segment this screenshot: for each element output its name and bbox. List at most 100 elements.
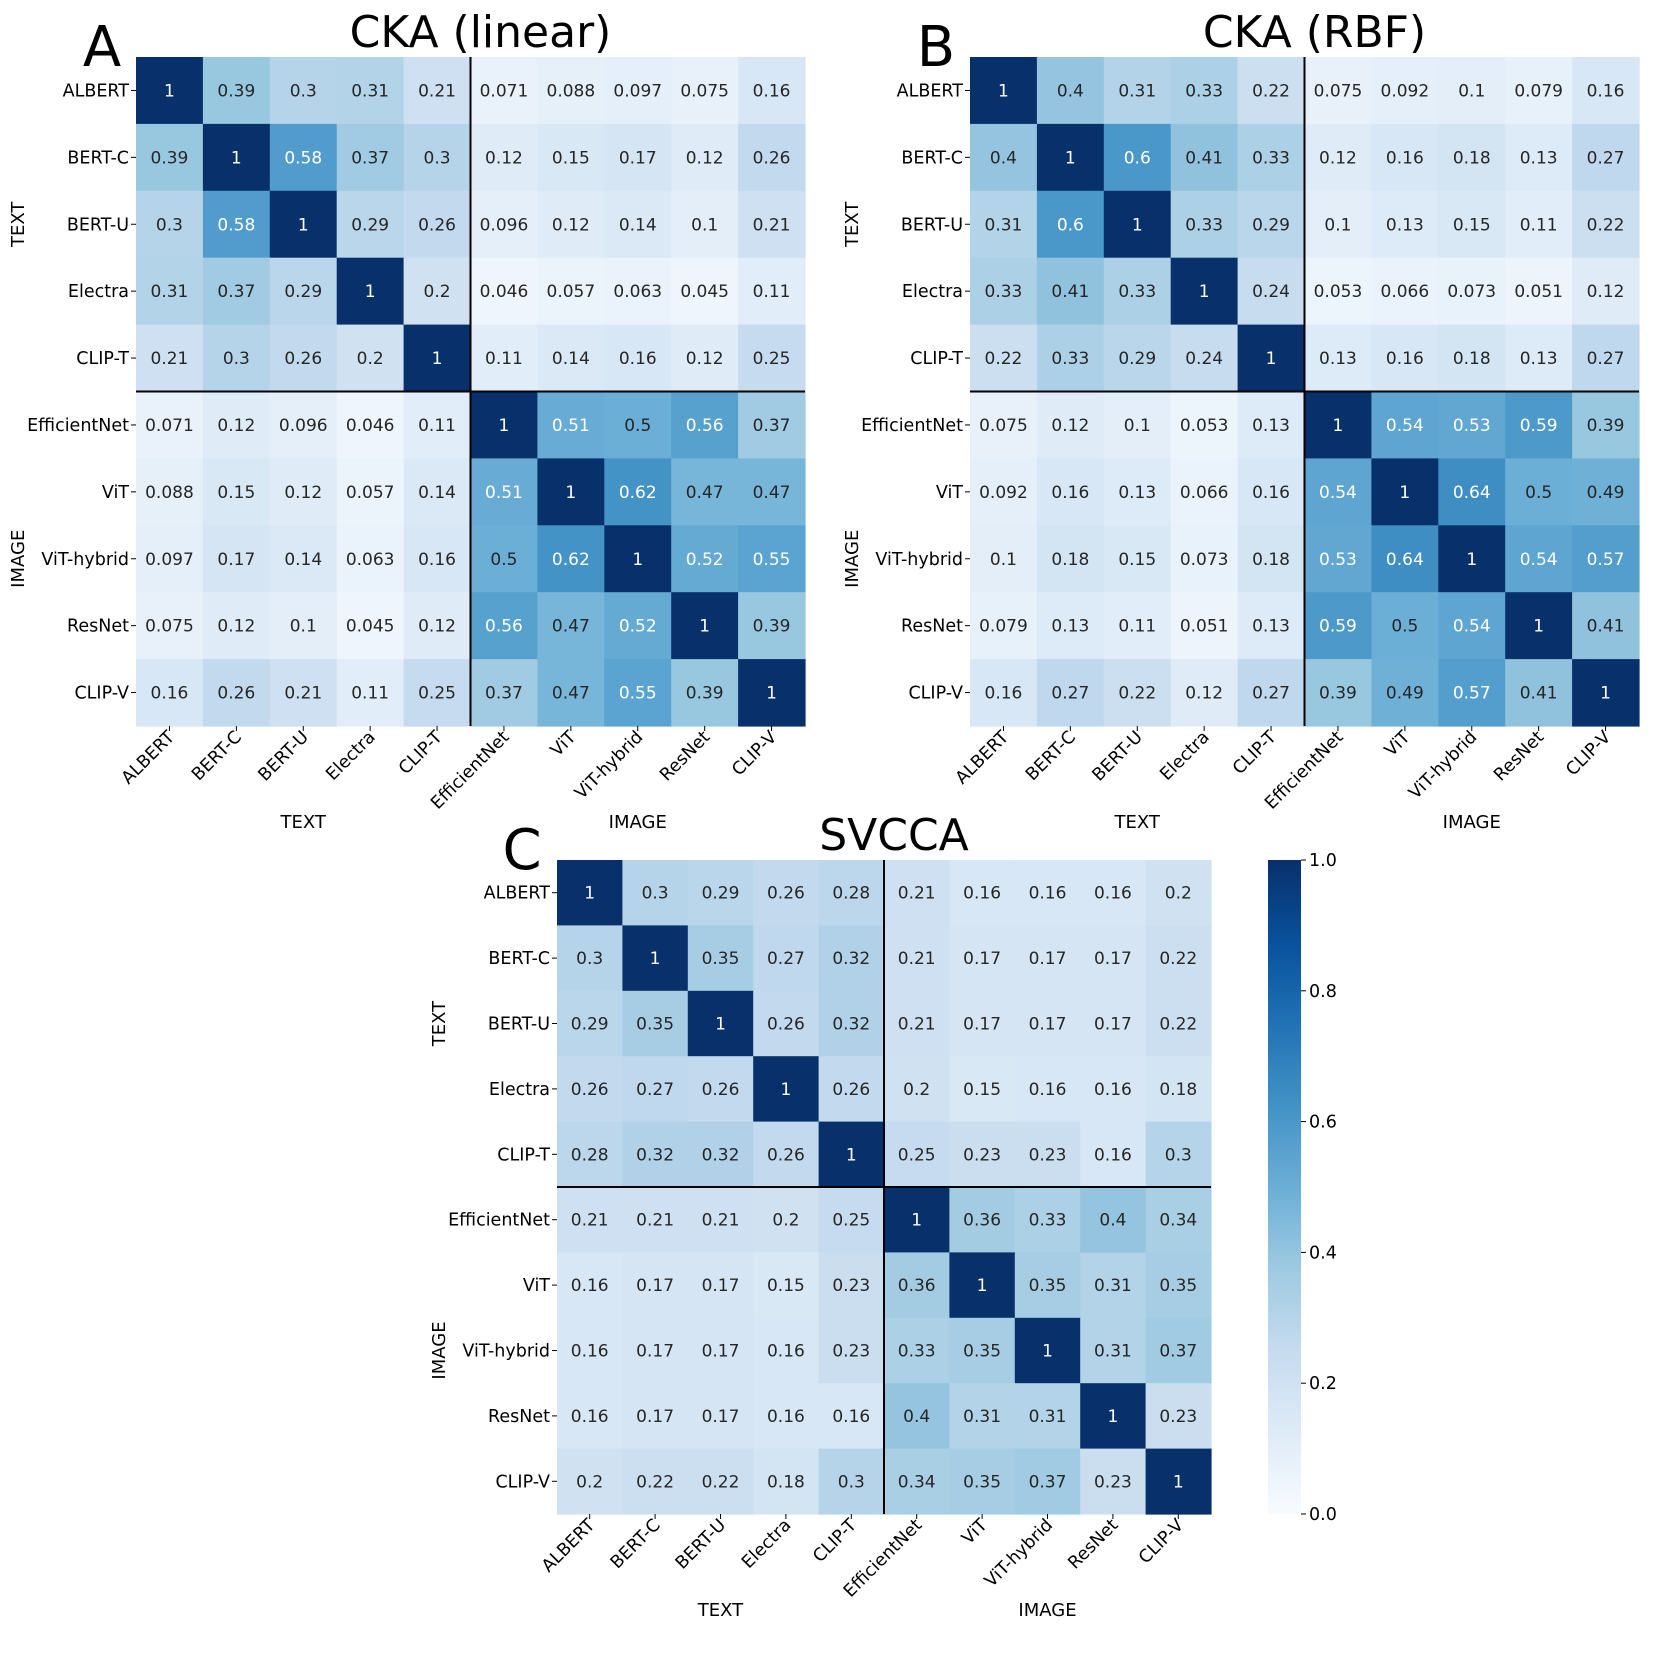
cell-value-label: 0.47 [552,684,590,704]
cell-value-label: 0.36 [963,1211,1001,1231]
cell-value-label: 0.4 [903,1407,930,1427]
heatmap-cell [202,659,271,727]
heatmap-cell [1438,57,1506,125]
cell-value-label: 0.54 [1386,416,1424,436]
heatmap-cell [1080,1187,1147,1253]
heatmap-cell [884,925,950,992]
cell-value-label: 0.16 [963,884,1001,904]
cell-value-label: 0.39 [151,148,189,168]
heatmap-cell [202,592,271,660]
cell-value-label: 0.071 [145,416,194,436]
y-group-label-text: TEXT [8,201,29,248]
cell-value-label: 1 [231,148,242,168]
cell-value-label: 0.56 [485,617,523,637]
y-tick-label: EfficientNet [861,416,963,436]
cell-value-label: 0.12 [217,617,255,637]
cell-value-label: 0.12 [1185,684,1223,704]
heatmap-panel-c: 1 0.3 0.29 0.26 0.28 0.21 0.16 0.16 0.16 0.20.3 1 0… [429,810,1212,1621]
cell-value-label: 0.15 [552,148,590,168]
cell-value-label: 1 [1266,349,1277,369]
heatmap-cell [949,1187,1016,1253]
cell-value-label: 0.29 [351,215,389,235]
heatmap-cell [738,190,806,259]
cell-value-label: 0.24 [1252,282,1290,302]
heatmap-cell [470,257,538,326]
cell-value-label: 0.096 [480,215,529,235]
heatmap-cell [202,57,271,125]
cell-value-label: 0.16 [1252,483,1290,503]
cell-value-label: 0.64 [1453,483,1491,503]
heatmap-cell [1304,659,1372,727]
cell-value-label: 0.057 [547,282,596,302]
cell-value-label: 0.13 [1319,349,1357,369]
heatmap-cell [403,57,472,125]
heatmap-cell [753,1056,820,1123]
cell-value-label: 0.34 [1159,1211,1197,1231]
cell-value-label: 0.15 [1453,215,1491,235]
cell-value-label: 0.31 [1118,81,1156,101]
x-tick-label: BERT-C [607,1515,665,1573]
heatmap-cell [537,324,605,393]
heatmap-cell [970,659,1038,727]
cell-value-label: 0.21 [753,215,791,235]
heatmap-cell [537,458,605,526]
heatmap-cell [269,324,338,393]
cell-value-label: 0.39 [753,617,791,637]
heatmap-cell [1505,190,1573,259]
heatmap-cell [738,525,806,593]
cell-value-label: 0.045 [346,617,395,637]
heatmap-cell [1103,190,1172,259]
cell-value-label: 1 [584,884,595,904]
heatmap-cell [622,990,689,1057]
heatmap-cell [1014,925,1081,992]
heatmap-cell [537,57,605,125]
cell-value-label: 0.079 [979,617,1028,637]
y-tick-label: ResNet [67,617,129,637]
heatmap-cell [557,1252,623,1319]
heatmap-cell [1145,1383,1212,1450]
heatmap-cell [537,525,605,593]
heatmap-cell [557,1317,623,1384]
heatmap-cell [269,458,338,526]
y-tick-label: EfficientNet [448,1211,550,1231]
heatmap-cell [1237,257,1306,326]
cell-value-label: 0.13 [1520,349,1558,369]
y-tick-label: BERT-U [67,215,129,235]
heatmap-cell [949,1056,1016,1123]
y-tick-label: ViT [102,483,129,503]
cell-value-label: 0.27 [1587,148,1625,168]
cell-value-label: 0.11 [753,282,791,302]
cell-value-label: 0.39 [686,684,724,704]
heatmap-cell [949,990,1016,1057]
y-tick-label: ALBERT [63,81,130,101]
cell-value-label: 0.16 [571,1407,609,1427]
cell-value-label: 0.32 [636,1145,674,1165]
heatmap-cell [1145,925,1212,992]
cell-value-label: 0.097 [145,550,194,570]
heatmap-cell [470,190,538,259]
y-tick-label: CLIP-V [74,684,129,704]
cell-value-label: 0.4 [1057,81,1084,101]
y-tick-label: ALBERT [484,884,551,904]
heatmap-cell [1014,1317,1081,1384]
cell-value-label: 0.16 [1094,1080,1132,1100]
heatmap-cell [884,1187,950,1253]
heatmap-cell [818,1317,885,1384]
heatmap-cell [687,1383,754,1450]
cell-value-label: 0.16 [151,684,189,704]
y-tick-label: ViT [523,1276,550,1296]
heatmap-cell [622,925,689,992]
heatmap-cell [1438,592,1506,660]
cell-value-label: 0.32 [832,1015,870,1035]
heatmap-cell [1103,324,1172,393]
heatmap-cell [1304,592,1372,660]
cell-value-label: 0.17 [636,1342,674,1362]
cell-value-label: 0.15 [767,1276,805,1296]
cell-value-label: 1 [1333,416,1344,436]
y-tick-label: BERT-C [488,949,550,969]
colorbar: 0.0 0.2 0.4 0.6 0.8 1.0 [1268,851,1337,1525]
heatmap-cell [1170,57,1239,125]
cell-value-label: 0.2 [424,282,451,302]
chart-title: CKA (linear) [350,7,612,58]
heatmap-cell [604,190,672,259]
